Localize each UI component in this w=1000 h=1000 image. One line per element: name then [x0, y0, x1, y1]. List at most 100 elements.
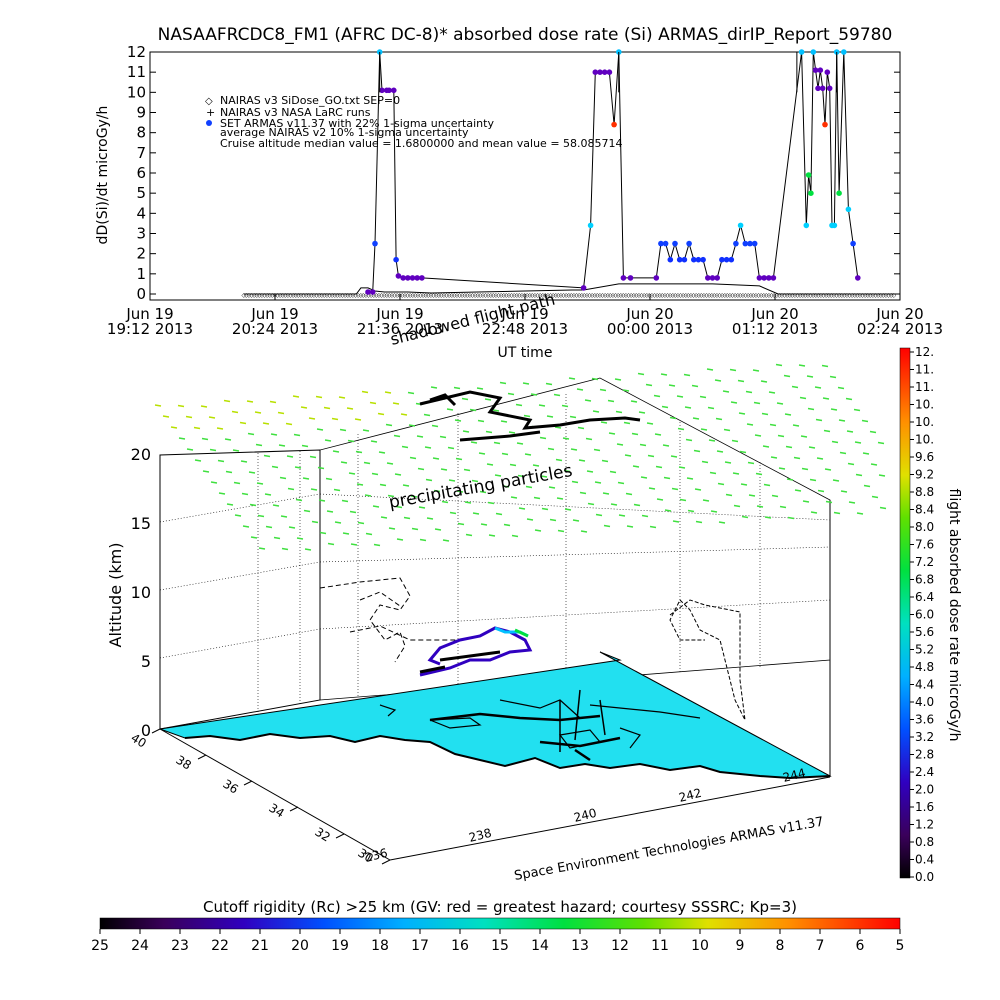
particle-marker [365, 532, 373, 536]
particle-marker [186, 448, 194, 451]
series-point-armas [700, 256, 706, 263]
series-point-nairas: ◇ [291, 292, 296, 299]
particle-marker [815, 418, 823, 422]
legend-text-nairas-sidose: NAIRAS v3 SiDose_GO.txt SEP=0 [220, 94, 400, 107]
lat-tick-30: 30 [355, 846, 375, 866]
particle-marker [455, 457, 463, 461]
series-point-armas [751, 240, 758, 247]
particle-marker [354, 418, 362, 421]
dose-colorbar-tick-label: 11. [915, 363, 934, 377]
particle-marker [637, 372, 645, 376]
series-point-nairas: ◇ [642, 292, 647, 299]
series-point-nairas: ◇ [262, 292, 267, 299]
particle-marker [647, 454, 655, 458]
lat-tick-36: 36 [220, 777, 240, 797]
particle-marker [748, 494, 756, 497]
top-legend: ◇ NAIRAS v3 SiDose_GO.txt SEP=0 + NAIRAS… [205, 94, 623, 150]
top-x-tick-time: 00:00 2013 [607, 320, 693, 338]
series-point-nairas: ◇ [871, 292, 876, 299]
series-point-nairas: ◇ [270, 292, 275, 299]
particle-marker [231, 410, 239, 414]
series-point-nairas: ◇ [416, 292, 421, 299]
particle-marker [209, 448, 217, 452]
back-wall-left [159, 449, 321, 730]
precipitating-particle-markers [154, 363, 887, 551]
series-point-nairas: ◇ [501, 292, 506, 299]
legend-text-cruise-altitude: Cruise altitude median value = 1.6800000… [220, 137, 623, 150]
series-point-armas [803, 222, 810, 229]
particle-marker [441, 500, 449, 504]
top-plot-frame [149, 51, 901, 301]
series-point-nairas: ◇ [637, 292, 642, 299]
particle-marker [577, 426, 585, 430]
series-point-nairas: ◇ [543, 292, 548, 299]
series-point-nairas: ◇ [431, 292, 436, 299]
particle-marker [693, 449, 701, 453]
series-point-nairas: ◇ [546, 292, 551, 299]
series-point-nairas: ◇ [663, 292, 668, 299]
back-wall-right [319, 377, 831, 701]
particle-marker [185, 415, 193, 419]
dose-colorbar-tick-label: 0.8 [915, 835, 934, 849]
particle-marker [218, 492, 226, 495]
particle-marker [694, 488, 702, 491]
rigidity-colorbar-tick-label: 5 [896, 938, 905, 954]
particle-marker [234, 514, 242, 517]
particle-marker [669, 416, 677, 420]
particle-marker [462, 430, 470, 433]
series-point-armas [414, 275, 421, 281]
particle-marker [584, 399, 592, 402]
series-point-nairas: ◇ [751, 292, 756, 299]
series-point-nairas: ◇ [561, 292, 566, 299]
series-point-nairas: ◇ [650, 292, 655, 299]
particle-marker [499, 381, 507, 385]
series-point-nairas: ◇ [754, 292, 759, 299]
top-x-tick-time: 02:24 2013 [857, 320, 943, 338]
series-point-armas [826, 85, 833, 92]
series-point-nairas: ◇ [504, 292, 509, 299]
series-point-nairas: ◇ [774, 292, 779, 299]
series-point-nairas: ◇ [884, 292, 889, 299]
series-point-nairas: ◇ [624, 292, 629, 299]
particle-marker [616, 443, 624, 446]
series-point-nairas: ◇ [275, 292, 280, 299]
series-point-nairas: ◇ [548, 292, 553, 299]
series-point-nairas: ◇ [733, 292, 738, 299]
series-point-nairas: ◇ [374, 292, 379, 299]
series-point-armas [695, 256, 702, 263]
rigidity-colorbar-title: Cutoff rigidity (Rc) >25 km (GV: red = g… [203, 898, 797, 916]
series-point-armas [798, 49, 805, 55]
series-point-armas [662, 240, 669, 247]
particle-marker [416, 435, 424, 438]
particle-marker [631, 432, 639, 436]
series-point-nairas: ◇ [249, 292, 254, 299]
particle-marker [302, 477, 310, 480]
flight-track-colored [419, 626, 533, 677]
series-point-armas [369, 289, 376, 295]
top-y-tick-label: 9 [136, 104, 146, 122]
series-point-nairas: ◇ [855, 292, 860, 299]
series-point-nairas: ◇ [850, 292, 855, 299]
series-point-nairas: ◇ [699, 292, 704, 299]
series-point-nairas: ◇ [811, 292, 816, 299]
series-point-nairas: ◇ [715, 292, 720, 299]
particle-marker [655, 465, 663, 469]
particle-marker [609, 470, 617, 474]
rigidity-colorbar-tick-label: 16 [451, 938, 469, 954]
series-point-nairas: ◇ [371, 292, 376, 299]
series-point-nairas: ◇ [455, 292, 460, 299]
particle-marker [370, 440, 378, 443]
series-point-nairas: ◇ [486, 292, 491, 299]
series-point-nairas: ◇ [845, 292, 850, 299]
particle-marker [568, 377, 576, 380]
series-point-armas [733, 240, 739, 247]
dose-colorbar-tick-label: 2.8 [915, 748, 934, 762]
particle-marker [339, 428, 347, 432]
particle-marker [832, 479, 840, 482]
particle-marker [494, 474, 502, 477]
particle-marker [493, 441, 501, 445]
particle-marker [362, 429, 370, 432]
particle-marker [263, 454, 271, 458]
series-point-nairas: ◇ [577, 292, 582, 299]
series-point-armas [386, 87, 392, 94]
